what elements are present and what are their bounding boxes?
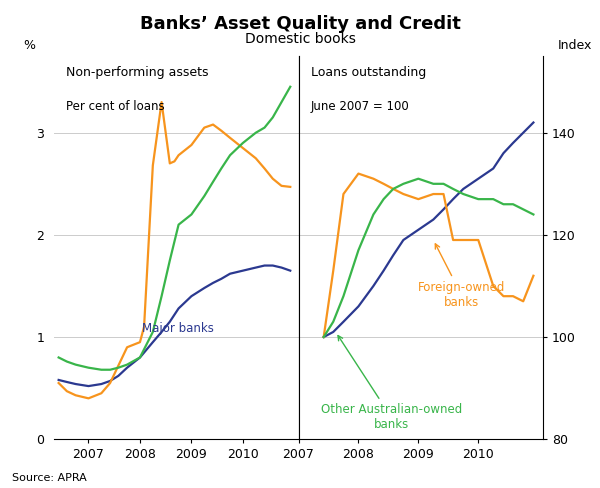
Text: Non-performing assets: Non-performing assets (66, 66, 209, 79)
Text: %: % (23, 40, 35, 52)
Text: Foreign-owned
banks: Foreign-owned banks (418, 244, 505, 309)
Text: Index: Index (557, 40, 592, 52)
Text: Major banks: Major banks (142, 322, 214, 335)
Text: Other Australian-owned
banks: Other Australian-owned banks (321, 336, 462, 431)
Text: Domestic books: Domestic books (245, 32, 355, 46)
Text: Loans outstanding: Loans outstanding (311, 66, 426, 79)
Text: June 2007 = 100: June 2007 = 100 (311, 100, 409, 113)
Text: Banks’ Asset Quality and Credit: Banks’ Asset Quality and Credit (140, 15, 460, 33)
Text: Source: APRA: Source: APRA (12, 473, 87, 483)
Text: Per cent of loans: Per cent of loans (66, 100, 165, 113)
